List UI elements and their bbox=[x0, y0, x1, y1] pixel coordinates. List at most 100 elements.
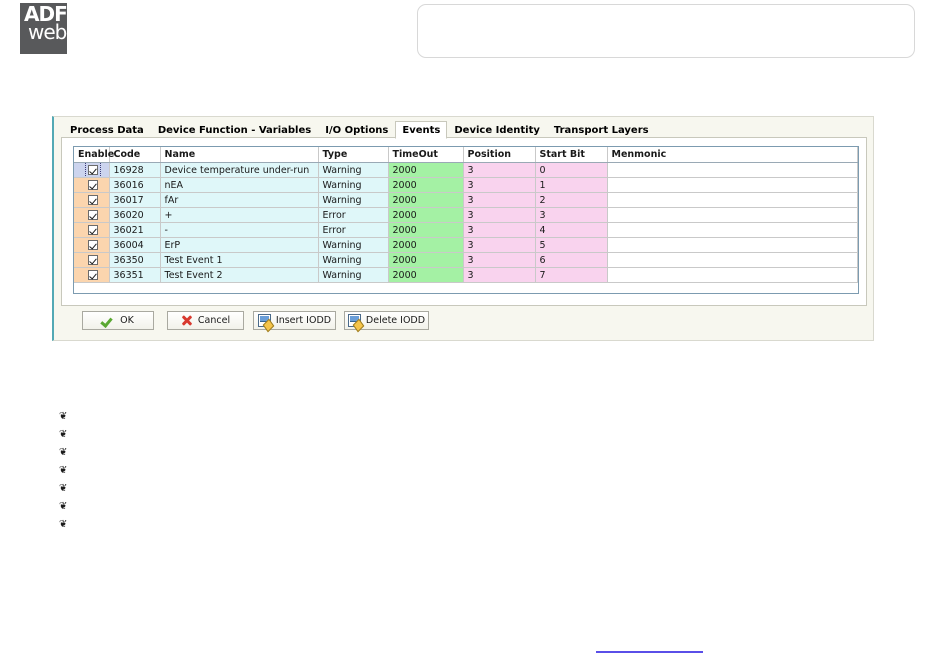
cell-type[interactable]: Warning bbox=[318, 252, 389, 268]
cell-code[interactable]: 36350 bbox=[109, 252, 161, 268]
cell-timeout[interactable]: 2000 bbox=[388, 192, 464, 208]
column-header-enable[interactable]: Enable bbox=[74, 147, 114, 163]
cell-timeout[interactable]: 2000 bbox=[388, 237, 464, 253]
cell-type[interactable]: Warning bbox=[318, 177, 389, 193]
cell-startbit[interactable]: 7 bbox=[535, 267, 608, 283]
cell-timeout[interactable]: 2000 bbox=[388, 252, 464, 268]
cell-mnemonic[interactable] bbox=[607, 177, 858, 193]
cell-code[interactable]: 36020 bbox=[109, 207, 161, 223]
cell-position[interactable]: 3 bbox=[463, 162, 536, 178]
column-header-code[interactable]: Code bbox=[109, 147, 161, 163]
cell-startbit[interactable]: 6 bbox=[535, 252, 608, 268]
enable-checkbox[interactable] bbox=[87, 209, 99, 221]
cell-mnemonic[interactable] bbox=[607, 222, 858, 238]
cancel-button[interactable]: Cancel bbox=[167, 311, 244, 330]
cell-position[interactable]: 3 bbox=[463, 252, 536, 268]
cell-enable[interactable] bbox=[74, 207, 110, 223]
cell-timeout[interactable]: 2000 bbox=[388, 222, 464, 238]
enable-checkbox[interactable] bbox=[87, 239, 99, 251]
cell-name[interactable]: Device temperature under-run bbox=[160, 162, 319, 178]
insert-iodd-button[interactable]: Insert IODD bbox=[253, 311, 336, 330]
enable-checkbox[interactable] bbox=[87, 179, 99, 191]
table-row[interactable]: 36351 Test Event 2 Warning 2000 3 7 bbox=[74, 267, 858, 283]
cell-mnemonic[interactable] bbox=[607, 252, 858, 268]
cell-code[interactable]: 36021 bbox=[109, 222, 161, 238]
cell-name[interactable]: ErP bbox=[160, 237, 319, 253]
cell-code[interactable]: 36017 bbox=[109, 192, 161, 208]
table-row[interactable]: 36004 ErP Warning 2000 3 5 bbox=[74, 237, 858, 253]
cell-position[interactable]: 3 bbox=[463, 192, 536, 208]
cell-timeout[interactable]: 2000 bbox=[388, 162, 464, 178]
cell-position[interactable]: 3 bbox=[463, 222, 536, 238]
cell-code[interactable]: 36004 bbox=[109, 237, 161, 253]
cell-enable[interactable] bbox=[74, 267, 110, 283]
footer-hyperlink[interactable] bbox=[596, 639, 703, 653]
column-header-mnemonic[interactable]: Menmonic bbox=[607, 147, 858, 163]
cell-code[interactable]: 16928 bbox=[109, 162, 161, 178]
tab-events[interactable]: Events bbox=[395, 121, 448, 139]
enable-checkbox[interactable] bbox=[87, 224, 99, 236]
cell-name[interactable]: Test Event 2 bbox=[160, 267, 319, 283]
enable-checkbox[interactable] bbox=[87, 269, 99, 281]
cell-name[interactable]: - bbox=[160, 222, 319, 238]
cell-code[interactable]: 36351 bbox=[109, 267, 161, 283]
cell-enable[interactable] bbox=[74, 222, 110, 238]
column-header-name[interactable]: Name bbox=[160, 147, 319, 163]
cell-type[interactable]: Warning bbox=[318, 162, 389, 178]
tab-process-data[interactable]: Process Data bbox=[63, 122, 151, 138]
tab-transport-layers[interactable]: Transport Layers bbox=[546, 122, 656, 138]
cell-startbit[interactable]: 1 bbox=[535, 177, 608, 193]
table-row[interactable]: 36020 + Error 2000 3 3 bbox=[74, 207, 858, 223]
tab-device-identity[interactable]: Device Identity bbox=[447, 122, 547, 138]
table-row[interactable]: 36016 nEA Warning 2000 3 1 bbox=[74, 177, 858, 193]
cell-mnemonic[interactable] bbox=[607, 267, 858, 283]
delete-iodd-button[interactable]: Delete IODD bbox=[344, 311, 429, 330]
column-header-position[interactable]: Position bbox=[463, 147, 536, 163]
cell-timeout[interactable]: 2000 bbox=[388, 177, 464, 193]
enable-checkbox[interactable] bbox=[87, 254, 99, 266]
cell-startbit[interactable]: 0 bbox=[535, 162, 608, 178]
column-header-type[interactable]: Type bbox=[318, 147, 389, 163]
cell-type[interactable]: Error bbox=[318, 222, 389, 238]
cell-enable[interactable] bbox=[74, 162, 110, 178]
cell-name[interactable]: Test Event 1 bbox=[160, 252, 319, 268]
tab-device-function-variables[interactable]: Device Function - Variables bbox=[150, 122, 319, 138]
cell-enable[interactable] bbox=[74, 237, 110, 253]
cell-enable[interactable] bbox=[74, 192, 110, 208]
column-header-timeout[interactable]: TimeOut bbox=[388, 147, 464, 163]
cell-mnemonic[interactable] bbox=[607, 237, 858, 253]
column-header-startbit[interactable]: Start Bit bbox=[535, 147, 608, 163]
cell-type[interactable]: Error bbox=[318, 207, 389, 223]
cell-mnemonic[interactable] bbox=[607, 192, 858, 208]
cell-type[interactable]: Warning bbox=[318, 267, 389, 283]
cell-type[interactable]: Warning bbox=[318, 237, 389, 253]
cell-type[interactable]: Warning bbox=[318, 192, 389, 208]
cell-code[interactable]: 36016 bbox=[109, 177, 161, 193]
enable-checkbox[interactable] bbox=[87, 194, 99, 206]
cell-timeout[interactable]: 2000 bbox=[388, 207, 464, 223]
cell-startbit[interactable]: 3 bbox=[535, 207, 608, 223]
ok-button[interactable]: OK bbox=[82, 311, 154, 330]
cell-name[interactable]: fAr bbox=[160, 192, 319, 208]
cell-position[interactable]: 3 bbox=[463, 237, 536, 253]
cell-name[interactable]: + bbox=[160, 207, 319, 223]
cell-name[interactable]: nEA bbox=[160, 177, 319, 193]
cell-position[interactable]: 3 bbox=[463, 267, 536, 283]
cell-mnemonic[interactable] bbox=[607, 207, 858, 223]
cell-mnemonic[interactable] bbox=[607, 162, 858, 178]
cell-timeout[interactable]: 2000 bbox=[388, 267, 464, 283]
enable-checkbox[interactable] bbox=[85, 162, 102, 177]
table-row[interactable]: 36017 fAr Warning 2000 3 2 bbox=[74, 192, 858, 208]
tab-i-o-options[interactable]: I/O Options bbox=[318, 122, 396, 138]
cell-position[interactable]: 3 bbox=[463, 207, 536, 223]
table-row[interactable]: 16928 Device temperature under-run Warning… bbox=[74, 162, 858, 178]
cell-startbit[interactable]: 4 bbox=[535, 222, 608, 238]
table-row[interactable]: 36350 Test Event 1 Warning 2000 3 6 bbox=[74, 252, 858, 268]
events-data-grid[interactable]: Enable Code Name Type TimeOut Position Start B… bbox=[73, 146, 859, 294]
table-row[interactable]: 36021- Error 2000 3 4 bbox=[74, 222, 858, 238]
cell-position[interactable]: 3 bbox=[463, 177, 536, 193]
cell-enable[interactable] bbox=[74, 177, 110, 193]
cell-startbit[interactable]: 5 bbox=[535, 237, 608, 253]
cell-enable[interactable] bbox=[74, 252, 110, 268]
cell-startbit[interactable]: 2 bbox=[535, 192, 608, 208]
